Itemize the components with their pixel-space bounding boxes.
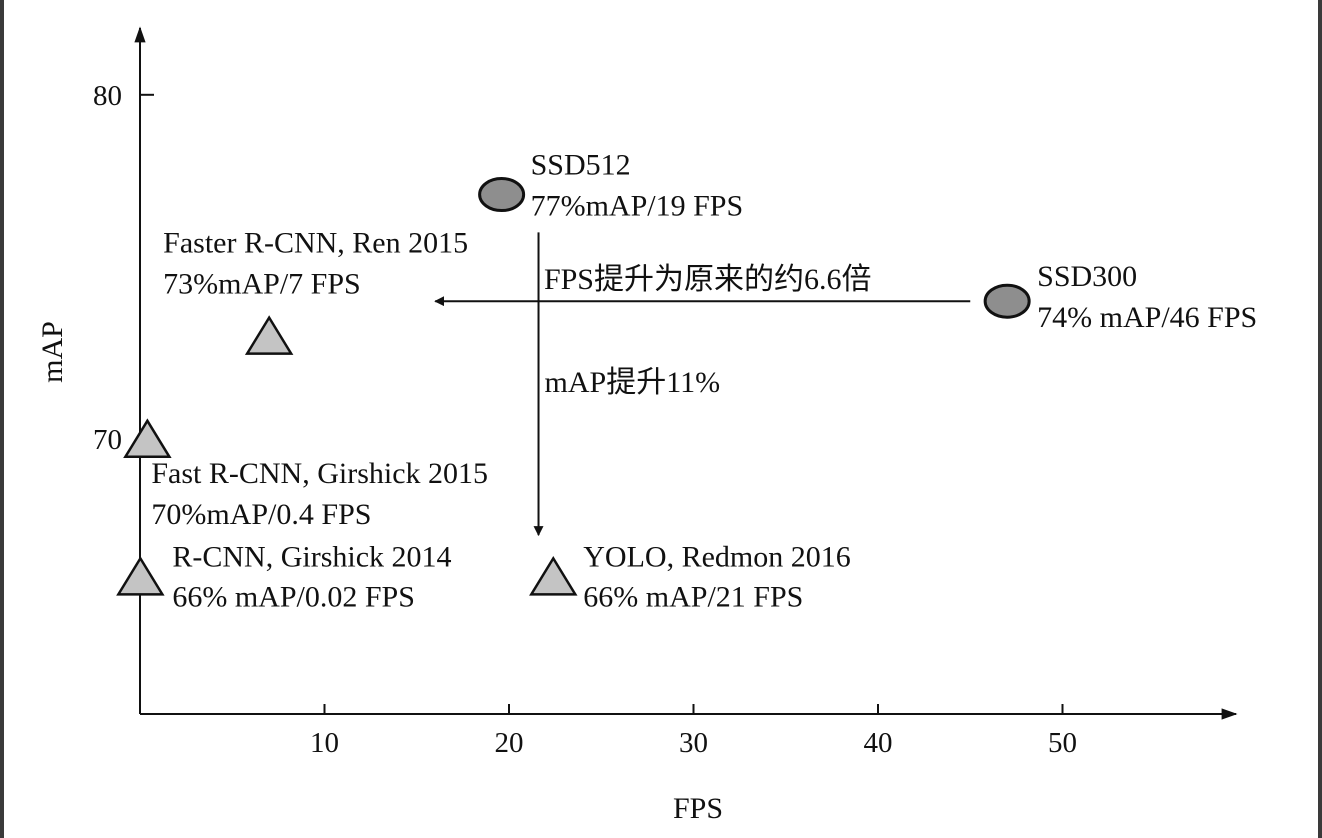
x-ticks: 10 20 30 40 50 (310, 704, 1077, 759)
y-ticks: 70 80 (93, 80, 154, 456)
fps-gain-label: FPS提升为原来的约6.6倍 (544, 263, 872, 296)
x-tick-label-30: 30 (679, 727, 708, 759)
x-tick-label-50: 50 (1048, 727, 1077, 759)
x-tick-label-10: 10 (310, 727, 339, 759)
frame-edge-left (0, 0, 4, 838)
point-rcnn (116, 556, 165, 596)
y-axis-label: mAP (36, 321, 69, 383)
point-labels: R-CNN, Girshick 2014 66% mAP/0.02 FPS Fast… (151, 149, 1257, 614)
label-faster-rcnn-name: Faster R-CNN, Ren 2015 (163, 227, 468, 260)
label-ssd300-name: SSD300 (1037, 260, 1137, 293)
label-faster-rcnn-stats: 73%mAP/7 FPS (163, 268, 361, 301)
y-tick-label-70: 70 (93, 424, 122, 456)
label-rcnn-name: R-CNN, Girshick 2014 (172, 540, 451, 573)
data-points (116, 177, 1031, 596)
label-yolo-name: YOLO, Redmon 2016 (583, 540, 850, 573)
x-axis-label: FPS (673, 792, 723, 825)
label-yolo-stats: 66% mAP/21 FPS (583, 580, 803, 613)
label-rcnn-stats: 66% mAP/0.02 FPS (172, 580, 415, 613)
point-ssd300 (983, 283, 1031, 319)
label-ssd512-name: SSD512 (531, 149, 631, 182)
x-tick-label-40: 40 (864, 727, 893, 759)
label-ssd512-stats: 77%mAP/19 FPS (531, 190, 744, 223)
y-tick-label-80: 80 (93, 80, 122, 112)
label-fast-rcnn-name: Fast R-CNN, Girshick 2015 (151, 457, 488, 490)
label-ssd300-stats: 74% mAP/46 FPS (1037, 301, 1257, 334)
x-tick-label-20: 20 (495, 727, 524, 759)
annotations: FPS提升为原来的约6.6倍 mAP提升11% (434, 232, 971, 537)
point-ssd512 (478, 177, 526, 213)
label-fast-rcnn-stats: 70%mAP/0.4 FPS (151, 498, 371, 531)
point-faster-rcnn (244, 315, 294, 355)
frame-edge-right (1318, 0, 1322, 838)
map-gain-label: mAP提升11% (545, 366, 721, 399)
point-yolo (529, 556, 578, 596)
point-fast-rcnn (123, 418, 172, 459)
